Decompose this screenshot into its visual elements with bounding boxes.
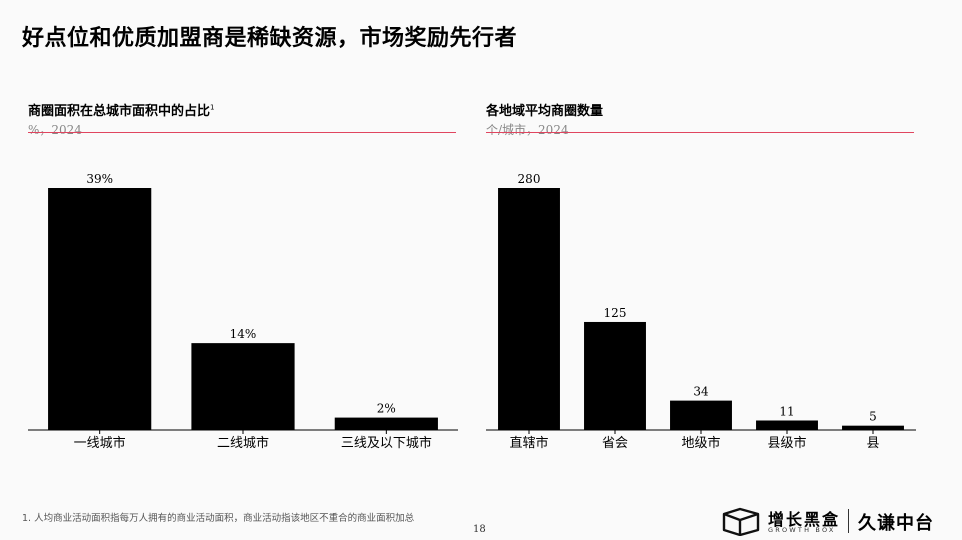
chart1-header: 商圈面积在总城市面积中的占比1 %，2024 (28, 100, 214, 138)
chart2-header: 各地域平均商圈数量 个/城市，2024 (486, 100, 603, 138)
chart2-bar-2 (584, 321, 646, 430)
chart2-value-label-1: 280 (518, 172, 541, 186)
chart2-title: 各地域平均商圈数量 (486, 104, 604, 119)
logo-name: 增长黑盒 (768, 510, 841, 529)
chart2-value-label-3: 34 (693, 385, 709, 399)
logo-divider (848, 509, 849, 533)
growth-box-icon (722, 507, 760, 536)
chart2-value-label-5: 5 (869, 410, 877, 424)
chart2-category-label-4: 县级市 (767, 435, 806, 451)
chart1-rule (28, 132, 456, 133)
chart2-bar-1 (498, 188, 560, 430)
chart1-footnote-ref: 1 (210, 103, 215, 112)
chart1-subtitle: %，2024 (28, 123, 82, 137)
chart1-value-label-2: 14% (230, 327, 257, 341)
chart2-category-label-1: 直辖市 (509, 435, 548, 451)
chart1-value-label-1: 39% (86, 172, 113, 186)
chart1-bar-1 (48, 188, 152, 430)
chart1-title: 商圈面积在总城市面积中的占比1 (28, 103, 215, 119)
logo-name-en: GROWTH BOX (768, 526, 836, 534)
footer-logo: 增长黑盒 GROWTH BOX 久谦中台 (720, 503, 950, 537)
chart2-bar-3 (670, 400, 732, 430)
chart2-bar-5 (842, 425, 904, 430)
footnote: 1. 人均商业活动面积指每万人拥有的商业活动面积，商业活动指该地区不重合的商业面… (22, 513, 415, 524)
chart2-subtitle: 个/城市，2024 (486, 123, 569, 137)
partner-logo: 久谦中台 (858, 513, 934, 534)
chart2-category-label-3: 地级市 (681, 435, 720, 451)
chart2-category-label-2: 省会 (602, 436, 628, 451)
page-title: 好点位和优质加盟商是稀缺资源，市场奖励先行者 (22, 26, 518, 51)
chart1-bar-2 (191, 343, 295, 430)
chart2-bar-4 (756, 420, 818, 430)
chart2-rule (486, 132, 914, 133)
page-number: 18 (473, 524, 486, 535)
chart1-value-label-3: 2% (377, 402, 396, 416)
chart2-value-label-2: 125 (604, 306, 627, 320)
chart1-category-label-1: 一线城市 (74, 435, 126, 451)
chart1-category-label-3: 三线及以下城市 (341, 435, 432, 451)
chart2-category-label-5: 县 (866, 436, 879, 451)
chart1-category-label-2: 二线城市 (217, 435, 269, 451)
chart1-bar-3 (334, 417, 438, 430)
chart2-value-label-4: 11 (779, 404, 794, 418)
